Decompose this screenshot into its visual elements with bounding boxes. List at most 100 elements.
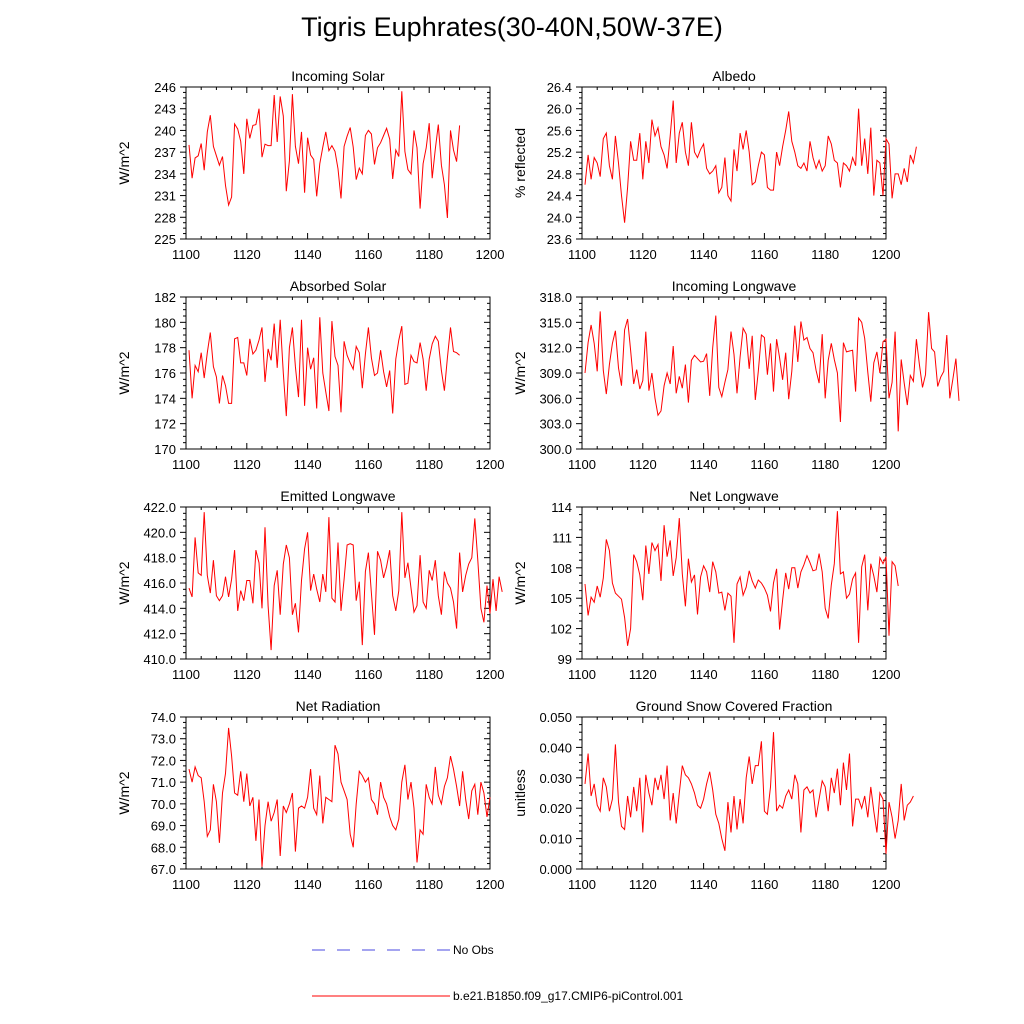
y-tick-label: 26.0 <box>547 102 572 117</box>
panel-net-radiation: 1100 1120 1140 1160 1180 1200 67.0 68.0 69.0 70.0… <box>116 698 504 892</box>
panel-net-longwave-series-line <box>584 511 899 646</box>
y-tick-label: 68.0 <box>151 840 176 855</box>
x-tick-label: 1120 <box>629 457 657 472</box>
panel-ground-snow-covered-fraction-frame <box>581 716 887 870</box>
y-tick-label: 105 <box>550 591 572 606</box>
y-tick-label: 73.0 <box>151 732 176 747</box>
panel-incoming-longwave-series-line <box>584 311 960 432</box>
panel-absorbed-solar-ylabel: W/m^2 <box>116 351 132 394</box>
y-tick-label: 0.050 <box>539 710 572 725</box>
x-tick-label: 1100 <box>568 667 596 682</box>
panel-ground-snow-covered-fraction: 1100 1120 1140 1160 1180 1200 0.000 0.010 0.020 0… <box>512 698 914 892</box>
y-tick-label: 26.4 <box>547 80 572 95</box>
panel-emitted-longwave-ylabel: W/m^2 <box>116 561 132 604</box>
panel-net-radiation-frame <box>185 716 491 870</box>
y-tick-label: 412.0 <box>143 627 176 642</box>
y-tick-label: 312.0 <box>539 341 572 356</box>
y-tick-label: 102 <box>550 622 572 637</box>
x-tick-label: 1180 <box>811 247 839 262</box>
y-tick-label: 108 <box>550 561 572 576</box>
x-tick-label: 1100 <box>568 877 596 892</box>
x-tick-label: 1140 <box>294 667 322 682</box>
legend-model-label: b.e21.B1850.f09_g17.CMIP6-piControl.001 <box>453 989 684 1003</box>
y-tick-label: 420.0 <box>143 525 176 540</box>
x-tick-label: 1160 <box>750 247 778 262</box>
y-tick-label: 246 <box>154 80 176 95</box>
x-tick-label: 1120 <box>233 667 261 682</box>
y-tick-label: 300.0 <box>539 442 572 457</box>
y-tick-label: 174 <box>154 391 176 406</box>
panel-incoming-solar: 1100 1120 1140 1160 1180 1200 225 228 231 234 237 2… <box>116 68 504 262</box>
y-tick-label: 416.0 <box>143 576 176 591</box>
x-tick-label: 1140 <box>294 247 322 262</box>
panel-ground-snow-covered-fraction-title: Ground Snow Covered Fraction <box>636 698 833 714</box>
y-tick-label: 410.0 <box>143 652 176 667</box>
y-tick-label: 172 <box>154 417 176 432</box>
y-tick-label: 315.0 <box>539 315 572 330</box>
panel-net-longwave: 1100 1120 1140 1160 1180 1200 99 102 105 108 111 11… <box>512 488 900 682</box>
x-tick-label: 1160 <box>750 457 778 472</box>
y-tick-label: 182 <box>154 290 176 305</box>
x-tick-label: 1200 <box>476 667 505 682</box>
panel-incoming-longwave: 1100 1120 1140 1160 1180 1200 300.0 303.0 306.0 3… <box>512 278 960 472</box>
panel-emitted-longwave-series-line <box>188 512 503 651</box>
x-tick-label: 1120 <box>629 877 657 892</box>
x-tick-label: 1100 <box>172 247 200 262</box>
panels-canvas: 1100 1120 1140 1160 1180 1200 225 228 231 234 237 2… <box>116 68 960 892</box>
x-tick-label: 1120 <box>233 457 261 472</box>
y-tick-label: 422.0 <box>143 500 176 515</box>
x-tick-label: 1200 <box>872 877 901 892</box>
y-tick-label: 0.030 <box>539 771 572 786</box>
x-tick-label: 1120 <box>629 667 657 682</box>
panel-incoming-solar-title: Incoming Solar <box>291 68 385 84</box>
y-tick-label: 72.0 <box>151 753 176 768</box>
x-tick-label: 1140 <box>690 457 718 472</box>
y-tick-label: 178 <box>154 341 176 356</box>
y-tick-label: 243 <box>154 102 176 117</box>
y-tick-label: 74.0 <box>151 710 176 725</box>
y-tick-label: 0.020 <box>539 801 572 816</box>
x-tick-label: 1140 <box>690 667 718 682</box>
x-tick-label: 1160 <box>354 247 382 262</box>
panel-albedo-series-line <box>584 100 917 223</box>
x-tick-label: 1160 <box>750 667 778 682</box>
y-tick-label: 0.010 <box>539 832 572 847</box>
x-tick-label: 1140 <box>294 457 322 472</box>
x-tick-label: 1160 <box>354 457 382 472</box>
panel-net-radiation-series-line <box>188 727 491 867</box>
x-tick-label: 1180 <box>415 667 443 682</box>
y-tick-label: 23.6 <box>547 232 572 247</box>
y-tick-label: 225 <box>154 232 176 247</box>
panel-incoming-longwave-ylabel: W/m^2 <box>512 351 528 394</box>
panel-albedo-title: Albedo <box>712 68 756 84</box>
y-tick-label: 237 <box>154 145 176 160</box>
y-tick-label: 0.040 <box>539 740 572 755</box>
panel-absorbed-solar-title: Absorbed Solar <box>290 278 387 294</box>
legend-model: b.e21.B1850.f09_g17.CMIP6-piControl.001 <box>0 986 1024 1006</box>
panel-net-longwave-ylabel: W/m^2 <box>512 561 528 604</box>
y-tick-label: 318.0 <box>539 290 572 305</box>
panel-emitted-longwave-title: Emitted Longwave <box>280 488 395 504</box>
x-tick-label: 1180 <box>811 457 839 472</box>
y-tick-label: 24.4 <box>547 189 572 204</box>
y-tick-label: 418.0 <box>143 551 176 566</box>
panel-ground-snow-covered-fraction-ylabel: unitless <box>512 769 528 816</box>
y-tick-label: 306.0 <box>539 391 572 406</box>
x-tick-label: 1200 <box>872 457 901 472</box>
y-tick-label: 70.0 <box>151 797 176 812</box>
legend-obs-label: No Obs <box>453 943 494 957</box>
y-tick-label: 99 <box>558 652 572 667</box>
y-tick-label: 234 <box>154 167 176 182</box>
x-tick-label: 1100 <box>172 457 200 472</box>
y-tick-label: 25.6 <box>547 123 572 138</box>
y-tick-label: 114 <box>551 500 572 515</box>
y-tick-label: 228 <box>154 210 176 225</box>
y-tick-label: 176 <box>154 366 176 381</box>
x-tick-label: 1100 <box>568 457 596 472</box>
figure-title: Tigris Euphrates(30-40N,50W-37E) <box>301 12 723 42</box>
panel-ground-snow-covered-fraction-series-line <box>584 732 914 854</box>
x-tick-label: 1200 <box>872 667 901 682</box>
x-tick-label: 1180 <box>811 877 839 892</box>
x-tick-label: 1100 <box>172 667 200 682</box>
x-tick-label: 1100 <box>172 877 200 892</box>
